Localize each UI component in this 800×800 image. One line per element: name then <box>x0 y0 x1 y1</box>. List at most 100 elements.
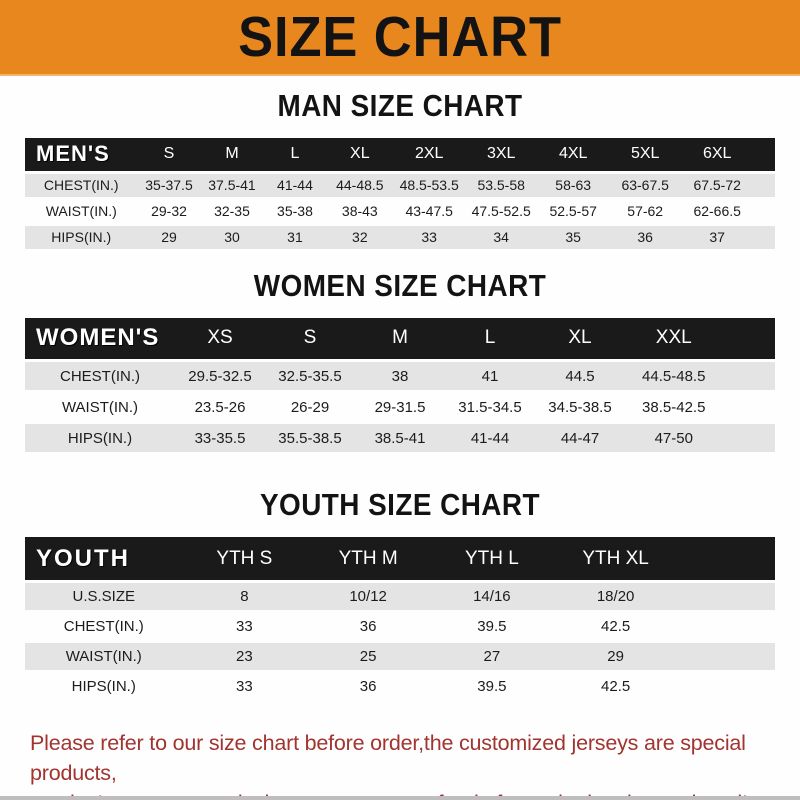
row-spacer <box>722 391 775 425</box>
size-value-cell: 47-50 <box>625 422 723 456</box>
size-value-cell: 36 <box>306 611 430 643</box>
men-section-title: MAN SIZE CHART <box>277 88 523 123</box>
size-value-cell: 32 <box>326 224 394 252</box>
size-value-cell: 34 <box>465 224 538 252</box>
size-value-cell: 63-67.5 <box>609 172 682 200</box>
size-value-cell: 44-48.5 <box>326 172 394 200</box>
row-spacer <box>677 611 775 643</box>
row-spacer <box>677 581 775 613</box>
size-value-cell: 35 <box>537 224 610 252</box>
size-column-header: M <box>200 138 264 174</box>
measurement-row: WAIST(IN.) 29-32 32-35 35-38 38-43 43-47.5 47.… <box>25 198 775 226</box>
size-value-cell: 25 <box>306 641 430 673</box>
size-column-header: S <box>265 317 355 363</box>
measurement-row-label: CHEST(IN.) <box>25 360 175 394</box>
women-header-bar: WOMEN'S XS S M L XL XXL <box>25 317 775 363</box>
size-value-cell: 38.5-41 <box>355 422 445 456</box>
size-value-cell: 53.5-58 <box>465 172 538 200</box>
size-column-header: 6XL <box>681 138 754 174</box>
measurement-row-label: HIPS(IN.) <box>25 422 175 456</box>
measurement-row-label: CHEST(IN.) <box>25 172 138 200</box>
size-value-cell: 23.5-26 <box>175 391 265 425</box>
banner-title: SIZE CHART <box>238 4 562 69</box>
measurement-row: HIPS(IN.) 33-35.5 35.5-38.5 38.5-41 41-44 44-… <box>25 422 775 456</box>
youth-section: YOUTH SIZE CHART YOUTH YTH S YTH M YTH L YTH… <box>0 455 800 703</box>
header-spacer <box>753 138 775 174</box>
size-value-cell: 36 <box>306 671 430 703</box>
size-column-header: L <box>263 138 327 174</box>
size-value-cell: 38-43 <box>326 198 394 226</box>
order-note: Please refer to our size chart before or… <box>30 728 790 800</box>
size-value-cell: 8 <box>182 581 307 613</box>
row-spacer <box>722 360 775 394</box>
size-column-header: S <box>137 138 201 174</box>
size-value-cell: 44.5 <box>535 360 625 394</box>
measurement-row-label: WAIST(IN.) <box>25 198 138 226</box>
size-value-cell: 37.5-41 <box>200 172 264 200</box>
size-value-cell: 26-29 <box>265 391 355 425</box>
size-column-header: 4XL <box>537 138 610 174</box>
size-value-cell: 31.5-34.5 <box>445 391 535 425</box>
size-column-header: XL <box>535 317 625 363</box>
measurement-row: WAIST(IN.) 23 25 27 29 <box>25 641 775 673</box>
measurement-row-label: U.S.SIZE <box>25 581 183 613</box>
size-value-cell: 35-37.5 <box>137 172 201 200</box>
men-table-label: MEN'S <box>25 138 138 174</box>
size-value-cell: 38.5-42.5 <box>625 391 723 425</box>
measurement-row-label: WAIST(IN.) <box>25 391 175 425</box>
size-value-cell: 10/12 <box>306 581 430 613</box>
size-value-cell: 39.5 <box>430 611 554 643</box>
size-value-cell: 33 <box>182 671 307 703</box>
size-value-cell: 42.5 <box>553 611 678 643</box>
youth-size-table: YOUTH YTH S YTH M YTH L YTH XL U.S.SIZE 8 10/12… <box>0 537 800 703</box>
size-column-header: XS <box>175 317 265 363</box>
size-column-header: M <box>355 317 445 363</box>
header-spacer <box>677 537 775 583</box>
men-header-bar: MEN'S S M L XL 2XL 3XL 4XL 5XL 6XL <box>25 138 775 174</box>
measurement-row: CHEST(IN.) 33 36 39.5 42.5 <box>25 611 775 643</box>
size-column-header: L <box>445 317 535 363</box>
women-section-title: WOMEN SIZE CHART <box>253 267 547 303</box>
size-value-cell: 36 <box>609 224 682 252</box>
size-value-cell: 29 <box>553 641 678 673</box>
measurement-row-label: CHEST(IN.) <box>25 611 183 643</box>
size-value-cell: 52.5-57 <box>537 198 610 226</box>
size-value-cell: 31 <box>263 224 327 252</box>
size-value-cell: 41 <box>445 360 535 394</box>
men-section: MAN SIZE CHART MEN'S S M L XL 2XL 3XL 4XL 5XL 6XL… <box>0 76 800 252</box>
header-spacer <box>722 317 775 363</box>
measurement-row: U.S.SIZE 8 10/12 14/16 18/20 <box>25 581 775 613</box>
size-value-cell: 33-35.5 <box>175 422 265 456</box>
size-column-header: 3XL <box>465 138 538 174</box>
row-spacer <box>722 422 775 456</box>
size-column-header: YTH L <box>430 537 554 583</box>
size-column-header: XXL <box>625 317 723 363</box>
size-value-cell: 44-47 <box>535 422 625 456</box>
size-value-cell: 62-66.5 <box>681 198 754 226</box>
size-value-cell: 18/20 <box>553 581 678 613</box>
size-value-cell: 14/16 <box>430 581 554 613</box>
youth-header-bar: YOUTH YTH S YTH M YTH L YTH XL <box>25 537 775 583</box>
measurement-row: HIPS(IN.) 29 30 31 32 33 34 35 36 37 <box>25 224 775 252</box>
size-column-header: YTH M <box>306 537 430 583</box>
size-column-header: 5XL <box>609 138 682 174</box>
row-spacer <box>677 671 775 703</box>
measurement-row: WAIST(IN.) 23.5-26 26-29 29-31.5 31.5-34.5 34… <box>25 391 775 425</box>
youth-table-label: YOUTH <box>25 537 183 583</box>
size-value-cell: 37 <box>681 224 754 252</box>
row-spacer <box>753 224 775 252</box>
size-value-cell: 30 <box>200 224 264 252</box>
size-value-cell: 41-44 <box>445 422 535 456</box>
size-value-cell: 58-63 <box>537 172 610 200</box>
youth-section-title: YOUTH SIZE CHART <box>259 487 541 523</box>
row-spacer <box>753 172 775 200</box>
men-size-table: MEN'S S M L XL 2XL 3XL 4XL 5XL 6XL CHEST(IN.) 35-37… <box>0 138 800 252</box>
row-spacer <box>753 198 775 226</box>
size-value-cell: 27 <box>430 641 554 673</box>
row-spacer <box>677 641 775 673</box>
measurement-row-label: HIPS(IN.) <box>25 671 183 703</box>
measurement-row: CHEST(IN.) 29.5-32.5 32.5-35.5 38 41 44.5 44.5… <box>25 360 775 394</box>
size-value-cell: 47.5-52.5 <box>465 198 538 226</box>
order-note-line2: we don't accept cancel, change, teturn o… <box>30 791 748 800</box>
